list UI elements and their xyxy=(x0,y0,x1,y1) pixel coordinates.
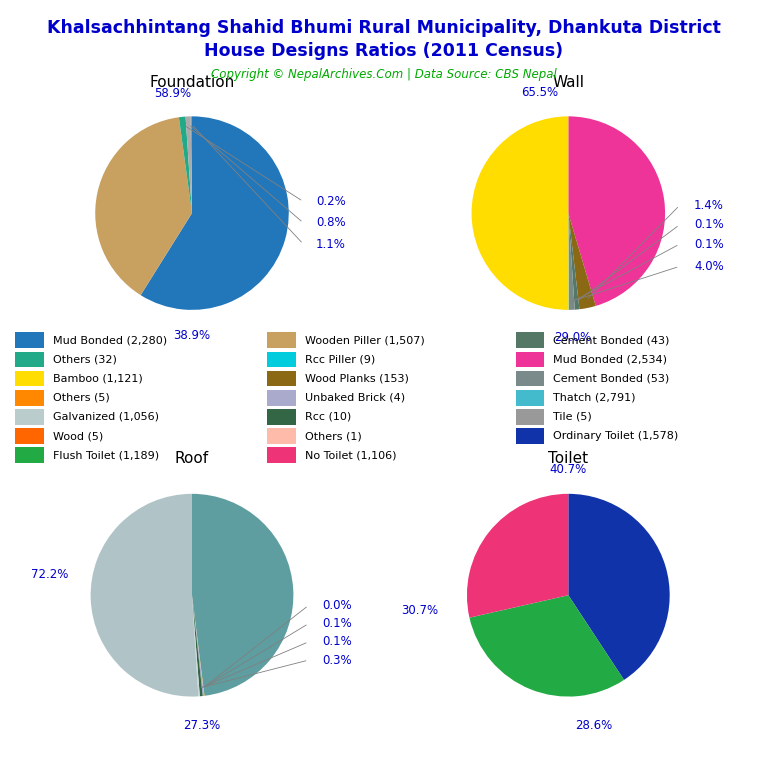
Bar xyxy=(15,448,44,463)
Text: 0.2%: 0.2% xyxy=(316,195,346,208)
Title: Toilet: Toilet xyxy=(548,451,588,466)
Text: Wooden Piller (1,507): Wooden Piller (1,507) xyxy=(305,335,425,345)
Wedge shape xyxy=(91,494,198,697)
Wedge shape xyxy=(568,214,574,310)
Bar xyxy=(516,371,545,386)
Bar xyxy=(516,409,545,425)
Text: 40.7%: 40.7% xyxy=(550,462,587,475)
Text: 27.3%: 27.3% xyxy=(184,719,220,732)
Text: 0.1%: 0.1% xyxy=(694,237,724,250)
Title: Foundation: Foundation xyxy=(149,74,235,90)
Text: 1.1%: 1.1% xyxy=(316,237,346,250)
Wedge shape xyxy=(568,214,580,310)
Text: Mud Bonded (2,534): Mud Bonded (2,534) xyxy=(553,354,667,364)
Text: Bamboo (1,121): Bamboo (1,121) xyxy=(53,373,143,383)
Bar xyxy=(267,333,296,348)
Text: Others (5): Others (5) xyxy=(53,392,110,402)
Text: 58.9%: 58.9% xyxy=(154,87,191,100)
Text: Unbaked Brick (4): Unbaked Brick (4) xyxy=(305,392,405,402)
Text: Copyright © NepalArchives.Com | Data Source: CBS Nepal: Copyright © NepalArchives.Com | Data Sou… xyxy=(211,68,557,81)
Text: Cement Bonded (53): Cement Bonded (53) xyxy=(553,373,670,383)
Bar xyxy=(15,371,44,386)
Bar xyxy=(267,390,296,406)
Wedge shape xyxy=(568,117,665,306)
Bar xyxy=(15,333,44,348)
Text: Galvanized (1,056): Galvanized (1,056) xyxy=(53,412,159,422)
Wedge shape xyxy=(186,117,192,214)
Bar xyxy=(516,352,545,367)
Text: Rcc Piller (9): Rcc Piller (9) xyxy=(305,354,376,364)
Text: 65.5%: 65.5% xyxy=(521,86,558,99)
Wedge shape xyxy=(192,595,204,696)
Text: 0.0%: 0.0% xyxy=(322,599,352,612)
Bar xyxy=(267,371,296,386)
Wedge shape xyxy=(192,595,204,696)
Text: 30.7%: 30.7% xyxy=(402,604,439,617)
Text: Others (1): Others (1) xyxy=(305,431,362,441)
Text: Wood Planks (153): Wood Planks (153) xyxy=(305,373,409,383)
Text: Cement Bonded (43): Cement Bonded (43) xyxy=(553,335,670,345)
Text: Flush Toilet (1,189): Flush Toilet (1,189) xyxy=(53,450,159,460)
Wedge shape xyxy=(95,118,192,295)
Text: 0.1%: 0.1% xyxy=(322,635,352,648)
Bar xyxy=(15,352,44,367)
Bar xyxy=(15,409,44,425)
Bar xyxy=(516,429,545,444)
Wedge shape xyxy=(192,494,293,696)
Text: Thatch (2,791): Thatch (2,791) xyxy=(553,392,636,402)
Wedge shape xyxy=(192,595,200,697)
Text: Khalsachhintang Shahid Bhumi Rural Municipality, Dhankuta District: Khalsachhintang Shahid Bhumi Rural Munic… xyxy=(47,19,721,37)
Text: 72.2%: 72.2% xyxy=(31,568,68,581)
Text: 1.4%: 1.4% xyxy=(694,199,724,212)
Wedge shape xyxy=(190,117,192,214)
Wedge shape xyxy=(192,595,203,697)
Bar xyxy=(15,390,44,406)
Text: 0.8%: 0.8% xyxy=(316,217,346,230)
Text: 38.9%: 38.9% xyxy=(174,329,210,343)
Bar xyxy=(267,352,296,367)
Wedge shape xyxy=(472,117,568,310)
Bar xyxy=(516,390,545,406)
Text: 28.6%: 28.6% xyxy=(575,719,612,732)
Text: Ordinary Toilet (1,578): Ordinary Toilet (1,578) xyxy=(553,431,679,441)
Text: 0.3%: 0.3% xyxy=(322,654,352,667)
Text: Others (32): Others (32) xyxy=(53,354,117,364)
Wedge shape xyxy=(179,117,192,214)
Text: 0.1%: 0.1% xyxy=(694,218,724,231)
Wedge shape xyxy=(469,595,624,697)
Title: Roof: Roof xyxy=(175,451,209,466)
Text: Wood (5): Wood (5) xyxy=(53,431,103,441)
Wedge shape xyxy=(467,494,568,617)
Text: 4.0%: 4.0% xyxy=(694,260,724,273)
Wedge shape xyxy=(141,117,289,310)
Wedge shape xyxy=(568,214,596,310)
Text: Tile (5): Tile (5) xyxy=(553,412,592,422)
Bar xyxy=(516,333,545,348)
Bar xyxy=(15,429,44,444)
Title: Wall: Wall xyxy=(552,74,584,90)
Bar xyxy=(267,409,296,425)
Text: 0.1%: 0.1% xyxy=(322,617,352,630)
Text: 29.0%: 29.0% xyxy=(554,331,592,344)
Text: House Designs Ratios (2011 Census): House Designs Ratios (2011 Census) xyxy=(204,42,564,60)
Bar xyxy=(267,429,296,444)
Wedge shape xyxy=(568,494,670,680)
Text: Mud Bonded (2,280): Mud Bonded (2,280) xyxy=(53,335,167,345)
Text: Rcc (10): Rcc (10) xyxy=(305,412,351,422)
Text: No Toilet (1,106): No Toilet (1,106) xyxy=(305,450,396,460)
Bar xyxy=(267,448,296,463)
